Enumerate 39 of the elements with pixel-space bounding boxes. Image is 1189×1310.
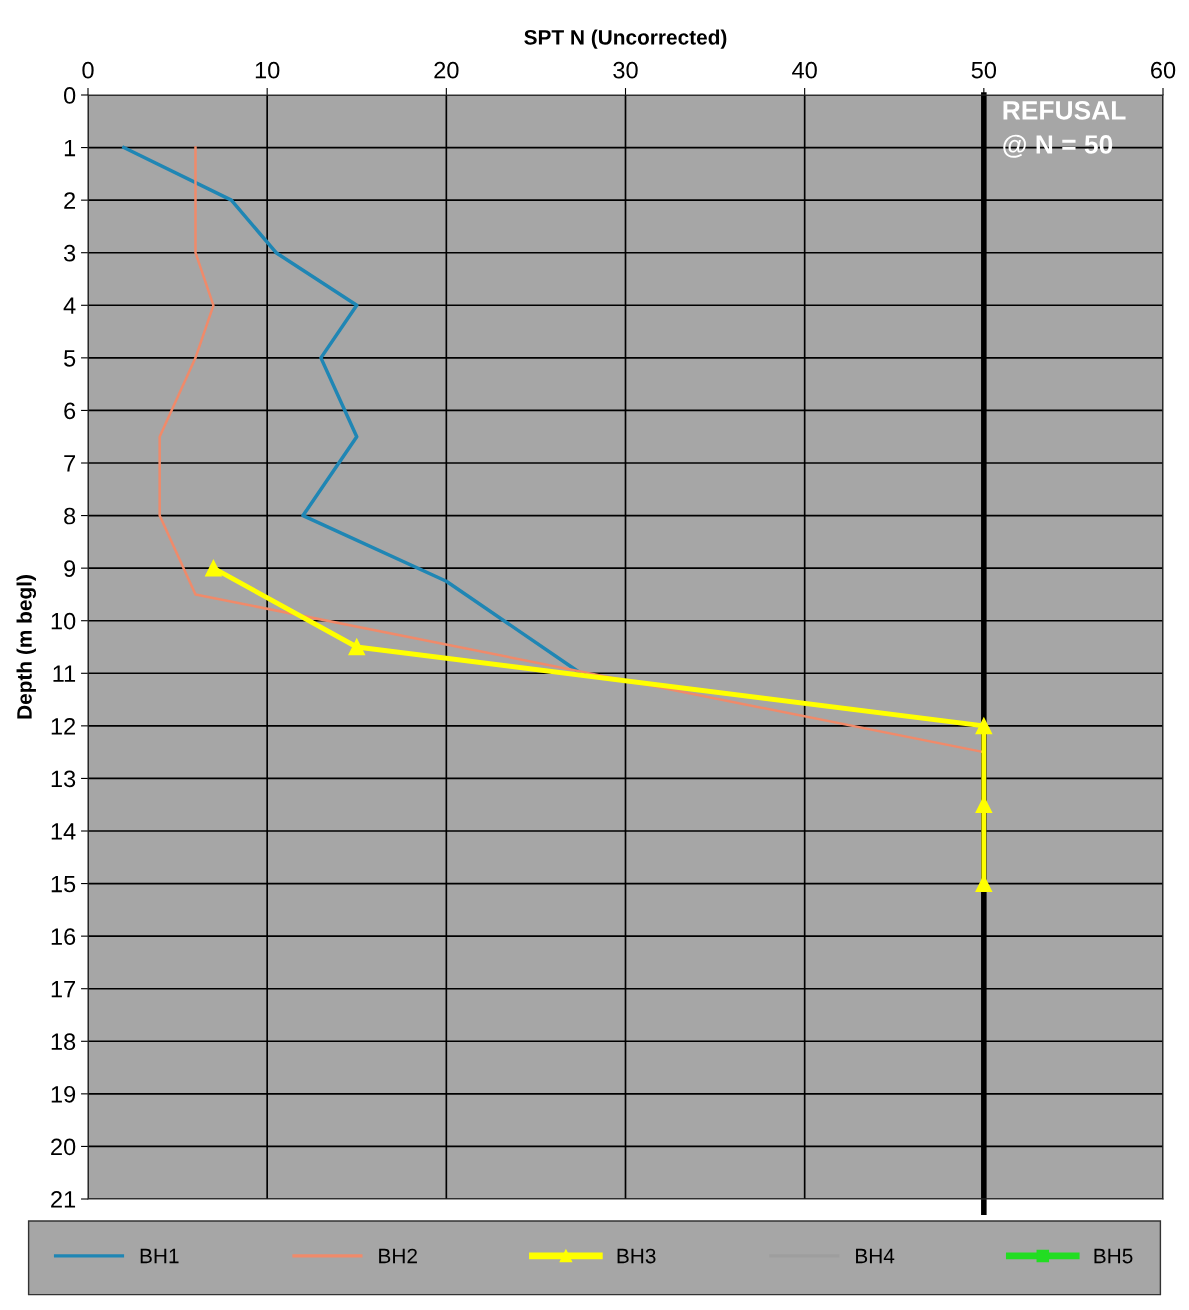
y-tick-label: 6 <box>64 402 76 420</box>
y-tick-label: 21 <box>51 1191 76 1208</box>
y-tick-label: 8 <box>64 507 76 525</box>
y-tick-label: 20 <box>51 1138 76 1156</box>
x-tick-label: 30 <box>613 61 638 79</box>
y-axis-title: Depth (m begl) <box>16 575 37 719</box>
y-tick-label: 1 <box>64 139 76 157</box>
legend-label: BH2 <box>379 1248 417 1264</box>
x-axis-title: SPT N (Uncorrected) <box>524 29 727 49</box>
y-tick-label: 0 <box>63 87 76 104</box>
point <box>205 559 222 577</box>
y-tick-label: 17 <box>51 981 76 998</box>
x-tick-label: 60 <box>1151 61 1176 79</box>
y-tick-label: 12 <box>51 717 76 735</box>
y-tick-label: 16 <box>51 928 76 945</box>
legend-label: BH4 <box>856 1248 895 1264</box>
y-tick-label: 14 <box>51 823 76 840</box>
x-tick-label: 50 <box>971 61 997 79</box>
y-tick-label: 11 <box>53 665 76 682</box>
y-tick-label: 5 <box>64 350 76 367</box>
x-tick-label: 20 <box>434 61 459 79</box>
y-tick-label: 13 <box>51 770 76 788</box>
x-tick-label: 0 <box>82 61 94 79</box>
y-tick-label: 2 <box>64 192 76 209</box>
legend-label: BH5 <box>1094 1248 1133 1264</box>
x-tick-label: 40 <box>792 61 817 79</box>
y-tick-label: 10 <box>51 612 76 630</box>
x-tick-label: 10 <box>255 61 280 79</box>
y-tick-label: 3 <box>63 244 76 262</box>
y-tick-label: 4 <box>63 297 76 314</box>
y-tick-label: 9 <box>64 560 76 577</box>
point <box>348 638 366 656</box>
legend-label: BH3 <box>617 1248 656 1264</box>
y-tick-label: 19 <box>51 1085 76 1103</box>
y-tick-label: 7 <box>64 455 76 472</box>
legend-label: BH1 <box>140 1248 179 1264</box>
y-tick-label: 15 <box>51 875 76 893</box>
y-tick-label: 18 <box>51 1033 76 1051</box>
point <box>975 717 993 735</box>
